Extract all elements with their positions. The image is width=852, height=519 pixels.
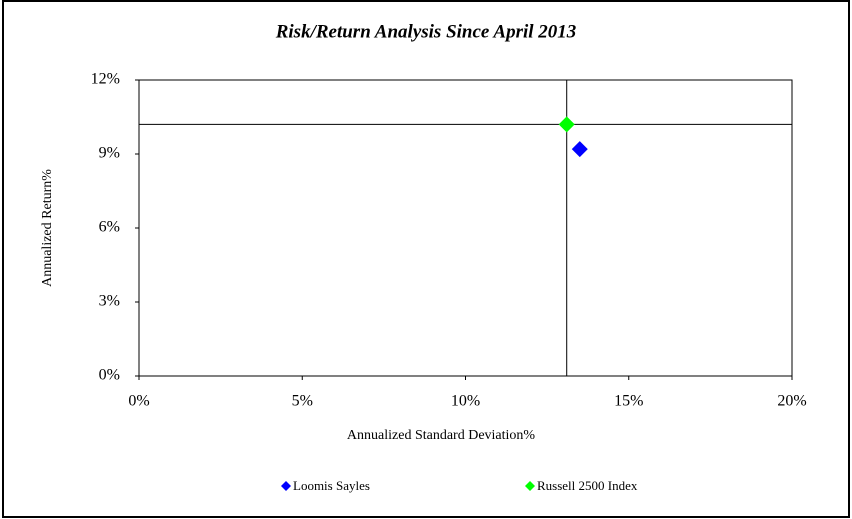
y-axis-label: Annualized Return%	[40, 169, 55, 287]
x-tick-label: 15%	[614, 393, 643, 410]
legend-marker	[281, 481, 291, 491]
chart-title: Risk/Return Analysis Since April 2013	[275, 21, 577, 42]
legend-text: Russell 2500 Index	[537, 478, 638, 493]
x-tick-label: 10%	[451, 393, 480, 410]
legend-marker	[525, 481, 535, 491]
x-tick-label: 5%	[292, 393, 313, 410]
y-tick-label: 12%	[91, 71, 120, 88]
y-tick-label: 3%	[99, 293, 120, 310]
point	[571, 141, 588, 158]
x-tick-label: 0%	[128, 393, 149, 410]
legend-text: Loomis Sayles	[293, 478, 370, 493]
x-tick-label: 20%	[777, 393, 806, 410]
point	[558, 116, 575, 133]
y-tick-label: 0%	[99, 367, 120, 384]
x-axis-label: Annualized Standard Deviation%	[347, 428, 536, 443]
y-tick-label: 9%	[99, 145, 120, 162]
y-tick-label: 6%	[99, 219, 120, 236]
